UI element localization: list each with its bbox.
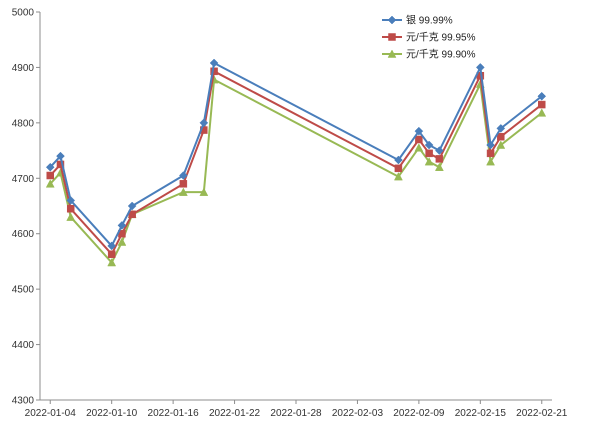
data-point-1: [394, 155, 403, 165]
y-tick-label: 4400: [12, 340, 35, 351]
data-point-3: [486, 157, 495, 166]
x-axis-ticks: 2022-01-04 2022-01-10 2022-01-16 2022-01-22…: [25, 400, 568, 419]
x-tick-label: 2022-01-16: [148, 408, 200, 419]
data-point-3: [199, 187, 209, 196]
x-tick-label: 2022-01-04: [25, 408, 77, 419]
data-point-2: [538, 100, 546, 109]
data-point-2: [394, 164, 403, 173]
series-line-1: [49, 61, 543, 247]
series-3: [45, 75, 547, 267]
x-tick-label: 2022-01-22: [209, 408, 261, 419]
data-point-2: [497, 132, 505, 141]
data-point-3: [537, 108, 547, 117]
data-point-1: [435, 146, 444, 155]
data-point-1: [537, 91, 547, 101]
legend-swatch-marker: [387, 15, 397, 25]
series-layer: [45, 58, 547, 267]
legend-swatch-marker: [387, 49, 397, 58]
y-axis-ticks: 4300 4400 4500 4600 4700 4800 4900 5000: [12, 8, 40, 407]
data-point-2: [425, 149, 433, 158]
data-point-3: [414, 143, 424, 152]
data-point-3: [107, 258, 117, 267]
legend-label: 元/千克 99.95%: [406, 32, 476, 44]
legend-label: 银 99.99%: [406, 14, 453, 27]
data-point-1: [179, 171, 188, 180]
data-point-1: [117, 221, 127, 230]
data-point-3: [117, 237, 127, 246]
x-tick-label: 2022-02-09: [393, 408, 445, 419]
data-point-1: [66, 196, 76, 205]
legend-item-3: 元/千克 99.90%: [382, 49, 476, 61]
data-point-1: [475, 63, 485, 72]
axes: [39, 12, 552, 401]
data-point-3: [178, 187, 188, 196]
data-point-2: [46, 171, 54, 180]
data-point-3: [424, 157, 434, 166]
data-point-2: [56, 160, 65, 169]
data-point-3: [434, 162, 444, 171]
data-point-2: [179, 180, 188, 188]
data-point-1: [424, 140, 434, 150]
x-tick-label: 2022-02-15: [455, 408, 507, 419]
y-tick-label: 4800: [12, 118, 35, 129]
data-point-2: [486, 149, 495, 158]
legend-item-2: 元/千克 99.95%: [382, 32, 476, 44]
data-point-1: [199, 118, 209, 128]
data-point-2: [107, 250, 116, 258]
data-point-2: [66, 205, 75, 213]
data-point-3: [45, 179, 55, 188]
data-point-3: [66, 212, 76, 221]
legend-item-1: 银 99.99%: [382, 14, 453, 27]
data-point-1: [486, 140, 495, 150]
x-tick-label: 2022-02-21: [516, 408, 568, 419]
series-2: [46, 67, 546, 258]
data-point-1: [56, 151, 65, 161]
series-1: [45, 58, 547, 251]
data-point-1: [496, 124, 506, 133]
data-point-1: [107, 241, 117, 251]
data-point-3: [393, 172, 403, 181]
y-tick-label: 4500: [12, 285, 35, 296]
legend-label: 元/千克 99.90%: [406, 49, 476, 61]
y-tick-label: 4700: [12, 174, 35, 185]
x-tick-label: 2022-02-03: [332, 408, 384, 419]
x-tick-label: 2022-01-10: [86, 408, 138, 419]
y-tick-label: 5000: [12, 8, 35, 19]
data-point-1: [209, 58, 219, 68]
y-tick-label: 4600: [12, 229, 35, 240]
data-point-3: [496, 140, 506, 149]
legend-swatch-marker: [388, 33, 396, 41]
y-tick-label: 4300: [12, 396, 35, 407]
y-tick-label: 4900: [12, 63, 35, 74]
data-point-1: [414, 126, 424, 136]
x-tick-label: 2022-01-28: [270, 408, 322, 419]
data-point-2: [435, 155, 444, 163]
data-point-2: [415, 135, 423, 144]
data-point-1: [45, 162, 55, 172]
data-point-1: [127, 201, 137, 211]
legend: 银 99.99% 元/千克 99.95% 元/千克 99.90%: [382, 14, 476, 61]
